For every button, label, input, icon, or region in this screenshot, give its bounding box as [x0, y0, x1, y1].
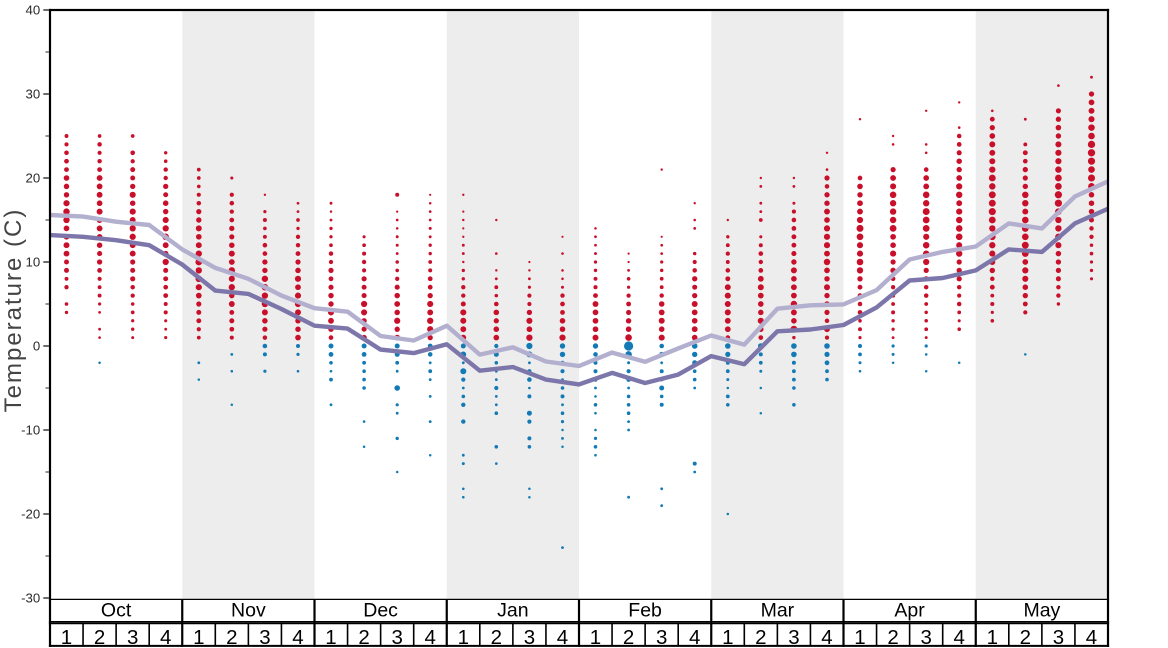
- svg-text:3: 3: [391, 626, 402, 648]
- svg-text:2: 2: [887, 626, 898, 648]
- svg-text:3: 3: [1053, 626, 1064, 648]
- svg-text:1: 1: [193, 626, 204, 648]
- svg-text:Dec: Dec: [363, 600, 398, 622]
- svg-text:Apr: Apr: [894, 600, 925, 622]
- svg-text:1: 1: [590, 626, 601, 648]
- svg-text:3: 3: [788, 626, 799, 648]
- svg-text:2: 2: [226, 626, 237, 648]
- svg-text:0: 0: [33, 338, 40, 353]
- svg-text:Oct: Oct: [101, 600, 132, 622]
- svg-text:Nov: Nov: [231, 600, 266, 622]
- svg-text:Feb: Feb: [628, 600, 662, 622]
- svg-text:4: 4: [689, 626, 700, 648]
- svg-text:-30: -30: [21, 590, 40, 605]
- svg-text:4: 4: [1086, 626, 1097, 648]
- svg-text:3: 3: [656, 626, 667, 648]
- svg-text:-20: -20: [21, 506, 40, 521]
- svg-text:3: 3: [127, 626, 138, 648]
- svg-text:1: 1: [854, 626, 865, 648]
- svg-text:4: 4: [953, 626, 964, 648]
- svg-text:4: 4: [292, 626, 303, 648]
- svg-text:1: 1: [987, 626, 998, 648]
- svg-text:2: 2: [491, 626, 502, 648]
- svg-text:1: 1: [61, 626, 72, 648]
- svg-text:1: 1: [458, 626, 469, 648]
- svg-text:4: 4: [557, 626, 568, 648]
- svg-text:Temperature (C): Temperature (C): [0, 208, 27, 413]
- svg-text:4: 4: [821, 626, 832, 648]
- svg-text:4: 4: [424, 626, 435, 648]
- svg-text:Jan: Jan: [497, 600, 528, 622]
- svg-text:1: 1: [722, 626, 733, 648]
- svg-text:3: 3: [259, 626, 270, 648]
- svg-text:3: 3: [524, 626, 535, 648]
- svg-text:30: 30: [26, 86, 41, 101]
- svg-text:2: 2: [755, 626, 766, 648]
- svg-text:2: 2: [623, 626, 634, 648]
- svg-text:40: 40: [26, 2, 41, 17]
- svg-text:1: 1: [325, 626, 336, 648]
- svg-text:-10: -10: [21, 422, 40, 437]
- svg-text:4: 4: [160, 626, 171, 648]
- svg-text:20: 20: [26, 170, 41, 185]
- svg-text:10: 10: [26, 254, 41, 269]
- svg-text:2: 2: [94, 626, 105, 648]
- svg-text:2: 2: [1020, 626, 1031, 648]
- svg-text:3: 3: [920, 626, 931, 648]
- svg-text:2: 2: [358, 626, 369, 648]
- svg-text:May: May: [1023, 600, 1060, 622]
- svg-text:Mar: Mar: [761, 600, 795, 622]
